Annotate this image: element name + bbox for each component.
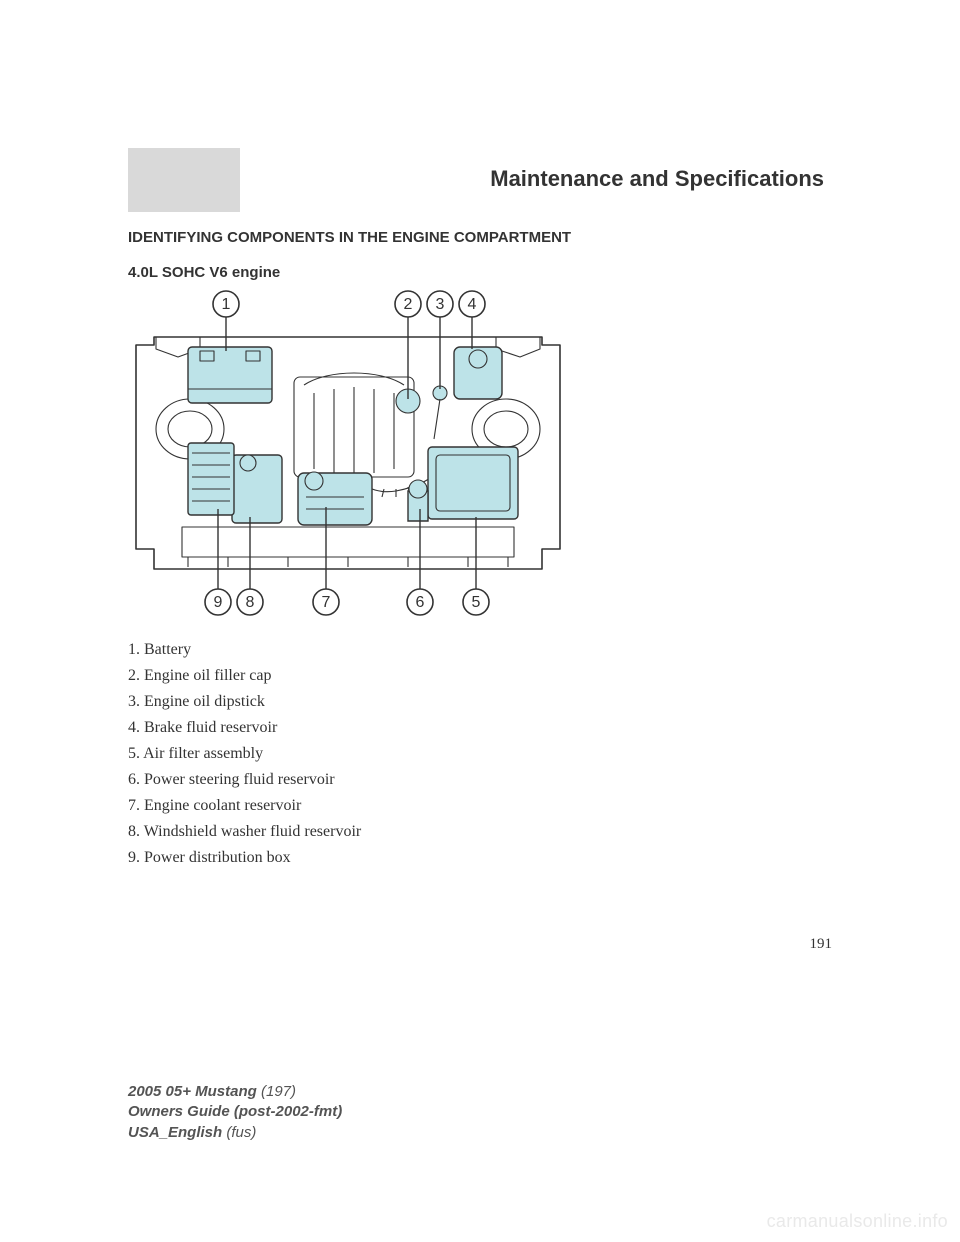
svg-text:2: 2 <box>404 296 413 313</box>
svg-text:3: 3 <box>436 296 445 313</box>
washer-reservoir <box>232 455 282 523</box>
intake-runners <box>314 387 394 475</box>
list-item: 1. Battery <box>128 642 361 658</box>
footer-line-3: USA_English (fus) <box>128 1123 342 1143</box>
header-band: Maintenance and Specifications <box>128 148 832 212</box>
list-item: 6. Power steering fluid reservoir <box>128 772 361 788</box>
svg-text:9: 9 <box>214 594 223 611</box>
component-list: 1. Battery 2. Engine oil filler cap 3. E… <box>128 642 361 876</box>
air-filter <box>428 447 518 519</box>
header-gray-box <box>128 148 240 212</box>
svg-text:1: 1 <box>222 296 231 313</box>
svg-text:5: 5 <box>472 594 481 611</box>
watermark: carmanualsonline.info <box>767 1211 948 1232</box>
list-item: 8. Windshield washer fluid reservoir <box>128 824 361 840</box>
svg-text:8: 8 <box>246 594 255 611</box>
svg-text:6: 6 <box>416 594 425 611</box>
list-item: 5. Air filter assembly <box>128 746 361 762</box>
subheading: 4.0L SOHC V6 engine <box>128 264 280 281</box>
strut-right <box>484 411 528 447</box>
strut-left <box>168 411 212 447</box>
svg-text:4: 4 <box>468 296 477 313</box>
brake-reservoir <box>454 347 502 399</box>
engine-svg: 1 2 3 4 9 8 7 6 5 <box>128 289 568 617</box>
list-item: 3. Engine oil dipstick <box>128 694 361 710</box>
ps-cap <box>409 480 427 498</box>
list-item: 2. Engine oil filler cap <box>128 668 361 684</box>
engine-diagram: 1 2 3 4 9 8 7 6 5 <box>128 289 568 617</box>
radiator-fins <box>188 557 508 567</box>
washer-cap <box>240 455 256 471</box>
page-number: 191 <box>810 936 833 953</box>
header-title: Maintenance and Specifications <box>490 166 824 192</box>
power-dist-box <box>188 443 234 515</box>
battery <box>188 347 272 403</box>
coolant-cap <box>305 472 323 490</box>
footer-line-2: Owners Guide (post-2002-fmt) <box>128 1102 342 1122</box>
footer: 2005 05+ Mustang (197) Owners Guide (pos… <box>128 1082 342 1143</box>
radiator-support <box>182 527 514 557</box>
manual-page: Maintenance and Specifications IDENTIFYI… <box>0 0 960 1242</box>
dipstick-tube <box>434 399 440 439</box>
svg-text:7: 7 <box>322 594 331 611</box>
list-item: 9. Power distribution box <box>128 850 361 866</box>
intake-arc <box>304 373 404 385</box>
section-heading: IDENTIFYING COMPONENTS IN THE ENGINE COM… <box>128 229 571 246</box>
footer-line-1: 2005 05+ Mustang (197) <box>128 1082 342 1102</box>
list-item: 7. Engine coolant reservoir <box>128 798 361 814</box>
list-item: 4. Brake fluid reservoir <box>128 720 361 736</box>
